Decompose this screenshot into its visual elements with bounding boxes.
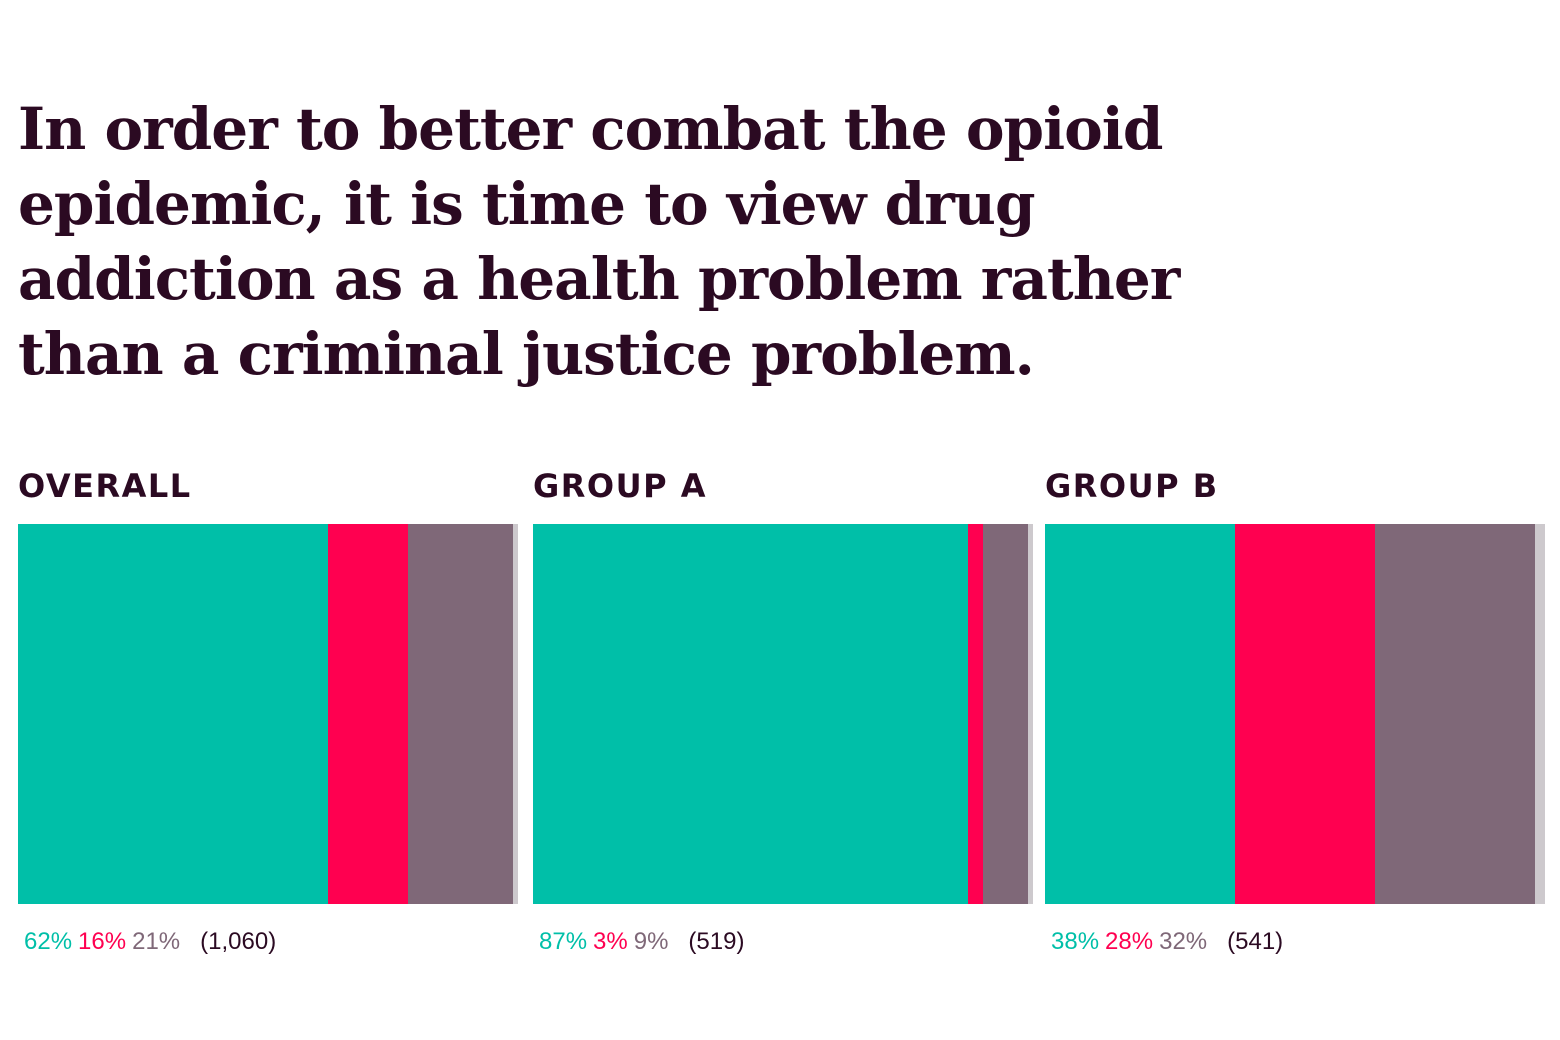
value-labels: 62% 16% 21% (1,060) [18,928,518,956]
sample-size-label: (1,060) [200,928,277,955]
data-label: 87% [539,928,588,955]
bar-segment-remainder [1028,524,1033,904]
sample-size-label: (519) [688,928,745,955]
panel-title: GROUP B [1045,467,1219,505]
bar-segment [533,524,968,904]
data-label: 16% [78,928,127,955]
panel-title: GROUP A [533,467,707,505]
bar-segment [328,524,408,904]
value-labels: 38% 28% 32% (541) [1045,928,1545,956]
stacked-bar [18,524,518,904]
panel-title: OVERALL [18,467,192,505]
data-label: 38% [1051,928,1100,955]
data-label: 9% [633,928,669,955]
bar-segment [408,524,513,904]
chart-panel: GROUP A 87% 3% 9% (519) [533,466,1033,956]
bar-segment [968,524,983,904]
chart-panel: OVERALL 62% 16% 21% (1,060) [18,466,518,956]
bar-segment [1375,524,1535,904]
stacked-bar [1045,524,1545,904]
data-label: 32% [1159,928,1208,955]
data-label: 28% [1105,928,1154,955]
sample-size-label: (541) [1227,928,1284,955]
chart-panel: GROUP B 38% 28% 32% (541) [1045,466,1545,956]
bar-segment-remainder [1535,524,1545,904]
data-label: 62% [24,928,73,955]
bar-segment [1045,524,1235,904]
value-labels: 87% 3% 9% (519) [533,928,1033,956]
data-label: 21% [132,928,181,955]
data-label: 3% [593,928,628,955]
bar-segment-remainder [513,524,518,904]
stacked-bar [533,524,1033,904]
bar-segment [18,524,328,904]
bar-segment [983,524,1028,904]
chart-title: In order to better combat the opioid epi… [18,95,1180,388]
bar-segment [1235,524,1375,904]
